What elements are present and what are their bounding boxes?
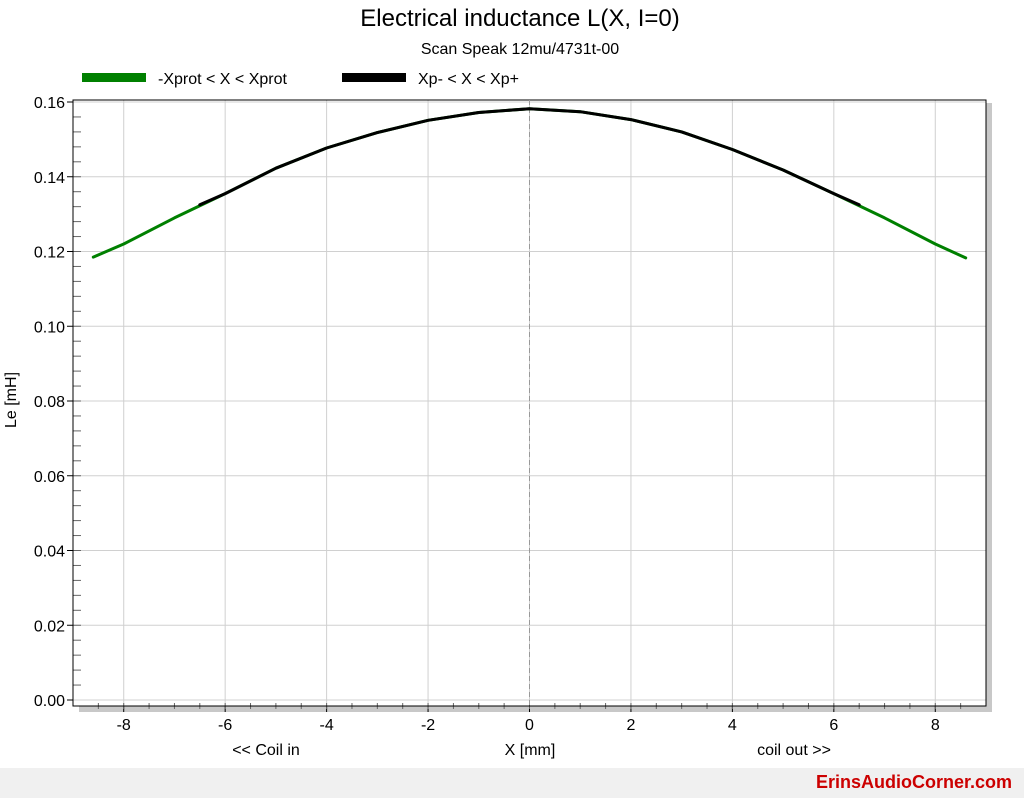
watermark: ErinsAudioCorner.com [815,772,1012,792]
series-line-1 [198,107,861,207]
x-tick-label: 8 [931,717,940,734]
x-tick-labels: -8 -6 -4 -2 0 2 4 6 8 [117,717,940,734]
x-tick-label: 6 [829,717,838,734]
y-tick-label: 0.14 [34,170,65,187]
y-tick-label: 0.10 [34,319,65,336]
series-group [91,107,968,260]
y-tick-label: 0.16 [34,95,65,112]
y-tick-label: 0.12 [34,245,65,262]
y-tick-labels: 0.00 0.02 0.04 0.06 0.08 0.10 0.12 0.14 0.16 [34,95,65,710]
x-axis-label: X [mm] [505,742,556,759]
y-tick-label: 0.00 [34,693,65,710]
y-tick-label: 0.02 [34,618,65,635]
legend-swatch-green [82,73,146,82]
footer-band [0,768,1024,798]
plot-shadow-bottom [79,706,992,712]
y-tick-label: 0.08 [34,394,65,411]
legend: -Xprot < X < Xprot Xp- < X < Xp+ [82,71,519,88]
y-axis-label: Le [mH] [3,372,20,428]
x-tick-label: -4 [319,717,333,734]
x-axis-label-right: coil out >> [757,742,831,759]
y-tick-label: 0.06 [34,469,65,486]
grid [67,100,986,712]
x-tick-label: -8 [117,717,131,734]
y-tick-label: 0.04 [34,544,65,561]
legend-label-green: -Xprot < X < Xprot [158,71,288,88]
x-tick-label: 0 [525,717,534,734]
x-tick-label: -6 [218,717,232,734]
chart-title: Electrical inductance L(X, I=0) [360,5,680,32]
minor-ticks [73,116,962,709]
x-tick-label: 2 [626,717,635,734]
chart-subtitle: Scan Speak 12mu/4731t-00 [421,41,619,58]
x-tick-label: 4 [728,717,737,734]
legend-swatch-black [342,73,406,82]
x-axis-label-left: << Coil in [232,742,300,759]
x-tick-label: -2 [421,717,435,734]
plot-shadow [986,103,992,712]
legend-label-black: Xp- < X < Xp+ [418,71,519,88]
